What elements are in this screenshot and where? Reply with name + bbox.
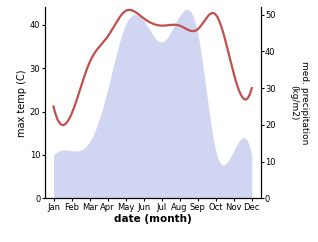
X-axis label: date (month): date (month) (114, 214, 191, 224)
Y-axis label: med. precipitation
(kg/m2): med. precipitation (kg/m2) (289, 61, 309, 144)
Y-axis label: max temp (C): max temp (C) (17, 69, 27, 136)
